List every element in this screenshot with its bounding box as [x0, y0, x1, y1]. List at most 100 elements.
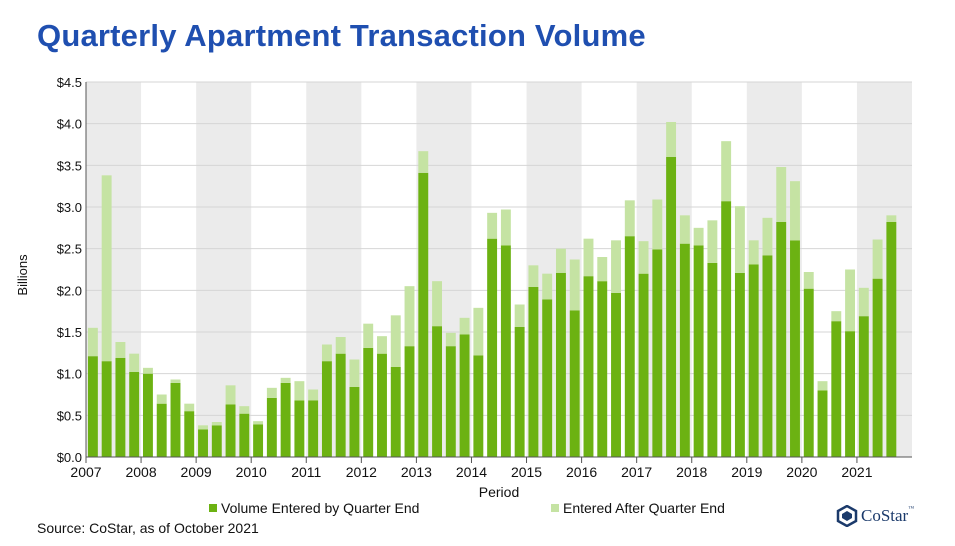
- y-tick-label: $3.5: [57, 158, 82, 173]
- bar-after-21: [377, 336, 387, 354]
- bar-volume-7: [184, 411, 195, 457]
- y-tick-label: $3.0: [57, 200, 82, 215]
- source-note: Source: CoStar, as of October 2021: [37, 520, 259, 536]
- bar-volume-23: [404, 346, 415, 457]
- bar-after-39: [624, 200, 635, 237]
- y-tick-label: $0.5: [57, 408, 82, 423]
- bar-after-41: [652, 199, 663, 250]
- bar-volume-15: [294, 400, 305, 457]
- bar-volume-11: [239, 413, 250, 457]
- bar-volume-50: [776, 222, 787, 457]
- bar-after-54: [831, 311, 842, 322]
- bar-after-15: [294, 381, 305, 401]
- bar-after-7: [184, 403, 195, 412]
- bar-after-30: [500, 209, 511, 246]
- bar-after-14: [280, 377, 291, 383]
- x-tick-label: 2007: [70, 464, 101, 480]
- bar-volume-55: [845, 331, 856, 457]
- bar-after-37: [597, 257, 608, 282]
- bar-volume-24: [418, 172, 429, 458]
- bar-after-1: [101, 175, 112, 362]
- x-tick-label: 2011: [291, 464, 321, 480]
- bar-volume-28: [473, 355, 484, 457]
- x-tick-label: 2020: [786, 464, 817, 480]
- bar-volume-1: [101, 361, 112, 457]
- bar-after-13: [266, 387, 277, 398]
- bar-after-10: [225, 385, 236, 405]
- bar-after-38: [611, 240, 621, 293]
- bar-after-2: [115, 342, 126, 358]
- y-axis-label: Billions: [15, 254, 30, 296]
- axes: $0.0 $0.5 $1.0 $1.5 $2.0 $2.5 $3.0 $3.5 $4.0 $4.5…: [57, 75, 912, 480]
- bar-after-50: [776, 167, 787, 222]
- bar-after-20: [363, 323, 374, 348]
- y-tick-label: $1.5: [57, 325, 82, 340]
- bar-after-3: [129, 353, 140, 372]
- bar-volume-43: [679, 243, 690, 457]
- bar-volume-34: [555, 272, 566, 457]
- x-tick-label: 2014: [456, 464, 487, 480]
- bar-volume-42: [666, 157, 677, 457]
- bar-volume-36: [583, 276, 594, 457]
- bar-volume-31: [514, 327, 525, 457]
- x-tick-label: 2017: [621, 464, 652, 480]
- bar-volume-10: [225, 404, 236, 457]
- x-tick-label: 2013: [401, 464, 432, 480]
- x-axis-label: Period: [479, 484, 519, 500]
- bar-after-27: [459, 317, 470, 335]
- chart-title: Quarterly Apartment Transaction Volume: [37, 18, 646, 53]
- bar-volume-25: [432, 326, 443, 457]
- bar-after-17: [321, 344, 332, 362]
- bar-after-42: [666, 122, 677, 157]
- bar-after-46: [721, 141, 732, 202]
- bar-volume-58: [886, 222, 897, 457]
- bar-volume-38: [611, 292, 621, 457]
- bar-volume-44: [693, 245, 704, 457]
- bar-after-56: [858, 287, 869, 317]
- bar-after-40: [638, 241, 649, 274]
- bar-after-33: [542, 273, 553, 300]
- bar-volume-26: [445, 346, 456, 457]
- costar-logo-text: CoStar™: [861, 506, 915, 525]
- bar-after-18: [335, 337, 346, 354]
- bar-volume-45: [707, 262, 718, 457]
- bar-volume-35: [569, 310, 580, 457]
- year-band-2009: [196, 82, 252, 457]
- bar-after-0: [87, 327, 98, 357]
- bar-volume-54: [831, 321, 842, 457]
- legend-label-after: Entered After Quarter End: [563, 500, 725, 516]
- x-tick-label: 2008: [125, 464, 156, 480]
- legend-item-volume: Volume Entered by Quarter End: [209, 500, 419, 516]
- y-tick-label: $4.5: [57, 75, 82, 90]
- legend-label-volume: Volume Entered by Quarter End: [221, 500, 420, 516]
- bar-after-22: [390, 315, 401, 367]
- bar-volume-48: [748, 264, 759, 457]
- bar-after-5: [156, 394, 167, 404]
- bar-volume-17: [321, 361, 332, 457]
- bar-after-11: [239, 406, 250, 414]
- bar-after-16: [308, 389, 319, 401]
- bar-after-26: [445, 332, 456, 347]
- bar-volume-20: [363, 347, 374, 457]
- x-tick-label: 2019: [731, 464, 762, 480]
- bar-after-52: [803, 272, 814, 289]
- y-tick-label: $0.0: [57, 450, 82, 465]
- bar-volume-39: [624, 236, 635, 457]
- bar-after-49: [762, 217, 773, 256]
- x-tick-label: 2015: [511, 464, 542, 480]
- bar-after-6: [170, 379, 181, 383]
- bar-volume-46: [721, 201, 732, 457]
- costar-logo-icon: [836, 505, 858, 527]
- x-tick-label: 2018: [676, 464, 707, 480]
- bar-volume-33: [542, 299, 553, 457]
- bar-after-48: [748, 240, 759, 265]
- bar-volume-6: [170, 382, 181, 457]
- bar-after-53: [817, 381, 828, 391]
- bar-after-57: [872, 239, 883, 279]
- bar-after-36: [583, 238, 594, 277]
- bar-after-8: [198, 425, 208, 430]
- legend-swatch-dark: [209, 504, 217, 512]
- bar-volume-21: [377, 353, 387, 457]
- bar-after-23: [404, 286, 415, 347]
- bar-after-35: [569, 259, 580, 311]
